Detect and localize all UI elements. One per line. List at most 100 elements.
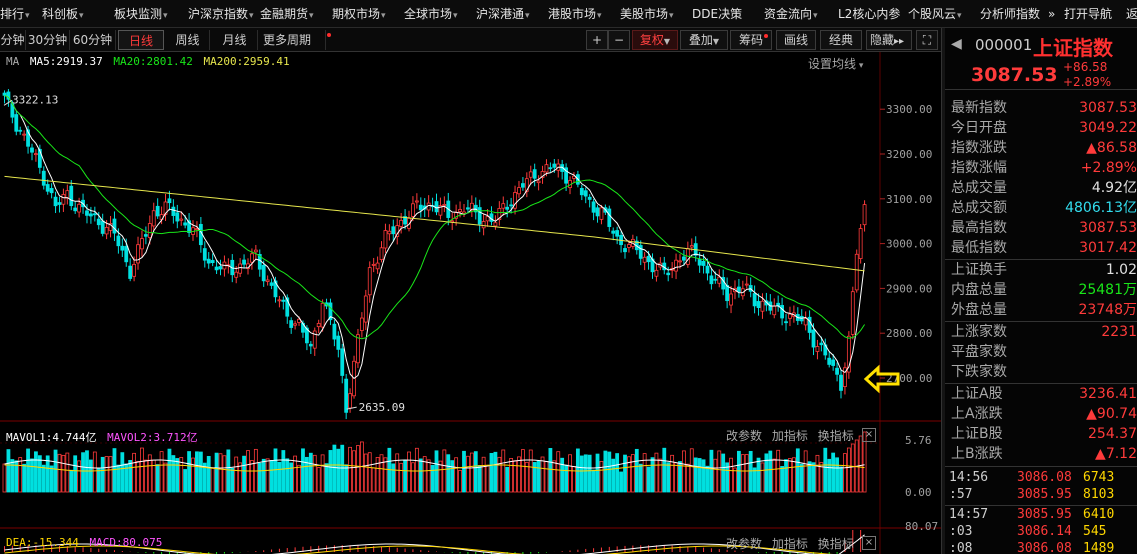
macd-close-icon[interactable]: × bbox=[862, 536, 876, 550]
stat-row: 今日开盘 3049.22 bbox=[945, 118, 1137, 138]
candle-body bbox=[14, 114, 19, 132]
price-tick-label: 3100.00 bbox=[886, 193, 932, 206]
nav-item-2[interactable]: 板块监测▾ bbox=[112, 0, 168, 27]
chevron-down-icon: ▼ bbox=[712, 37, 720, 46]
vol-change-params-button[interactable]: 改参数 bbox=[726, 429, 763, 443]
volume-bar bbox=[689, 448, 694, 493]
panel-splitter[interactable] bbox=[941, 28, 945, 554]
nav-item-12[interactable]: L2核心内参 bbox=[836, 0, 900, 27]
period-tab-30min[interactable]: 30分钟 bbox=[26, 30, 70, 50]
chevron-down-icon: ▾ bbox=[525, 11, 530, 21]
candle-body bbox=[85, 210, 89, 216]
nav-item-label: 分析师指数 bbox=[980, 7, 1041, 21]
chevron-down-icon: ▾ bbox=[25, 11, 30, 21]
volume-bar bbox=[658, 458, 663, 493]
zoom-in-button[interactable]: + bbox=[586, 30, 608, 50]
candle-body bbox=[277, 299, 282, 302]
kline-chart-area[interactable]: 2700.002800.002900.003000.003100.003200.… bbox=[0, 52, 942, 554]
stats-separator bbox=[945, 259, 1137, 260]
volume-bar bbox=[10, 459, 15, 493]
volume-bar bbox=[799, 463, 804, 493]
overlay-button[interactable]: 叠加▼ bbox=[680, 30, 728, 50]
period-tab-daily[interactable]: 日线 bbox=[118, 30, 164, 50]
candle-body bbox=[481, 221, 486, 229]
nav-item-8[interactable]: 港股市场▾ bbox=[546, 0, 602, 27]
nav-item-5[interactable]: 期权市场▾ bbox=[330, 0, 386, 27]
fullscreen-icon[interactable]: ⛶ bbox=[916, 30, 938, 50]
vol-add-indicator-button[interactable]: 加指标 bbox=[771, 429, 808, 443]
stat-value: 1.02 bbox=[1105, 262, 1137, 278]
tick-time: :08 bbox=[949, 541, 973, 554]
stat-label: 上涨家数 bbox=[951, 324, 1007, 340]
nav-item-14[interactable]: 分析师指数 bbox=[978, 0, 1041, 27]
chips-button[interactable]: 筹码 bbox=[730, 30, 772, 50]
macd-change-params-button[interactable]: 改参数 bbox=[726, 537, 763, 551]
nav-item-label: 打开导航 bbox=[1064, 7, 1113, 21]
stat-label: 内盘总量 bbox=[951, 282, 1007, 298]
ma-settings-button[interactable]: 设置均线 ▾ bbox=[808, 55, 863, 72]
candle-body bbox=[438, 205, 443, 216]
nav-item-13[interactable]: 个股风云▾ bbox=[906, 0, 962, 27]
period-tab-1min[interactable]: 分钟 bbox=[0, 30, 26, 50]
candle-body bbox=[348, 393, 353, 409]
high-label: 3322.13 bbox=[12, 93, 58, 106]
nav-item-16[interactable]: 打开导航 bbox=[1062, 0, 1113, 27]
nav-item-11[interactable]: 资金流向▾ bbox=[762, 0, 818, 27]
stat-row: 上涨家数 2231 bbox=[945, 322, 1137, 342]
nav-item-15[interactable]: » bbox=[1046, 0, 1055, 27]
period-tab-60min[interactable]: 60分钟 bbox=[70, 30, 116, 50]
candle-body bbox=[308, 343, 313, 347]
candle-body bbox=[623, 248, 627, 253]
low-pointer bbox=[346, 406, 357, 410]
macd-switch-indicator-button[interactable]: 换指标 bbox=[817, 537, 854, 551]
volume-bar bbox=[654, 452, 659, 493]
candle-body bbox=[595, 207, 600, 217]
nav-item-9[interactable]: 美股市场▾ bbox=[618, 0, 674, 27]
hide-button[interactable]: 隐藏▸▸ bbox=[866, 30, 912, 50]
volume-bar bbox=[505, 466, 510, 493]
period-tab-more[interactable]: 更多周期 bbox=[260, 30, 326, 50]
nav-item-1[interactable]: 科创板▾ bbox=[40, 0, 84, 27]
chevron-down-icon: ▼ bbox=[663, 37, 671, 46]
zoom-out-button[interactable]: − bbox=[608, 30, 630, 50]
ma-legend: MA MA5:2919.37 MA20:2801.42 MA200:2959.4… bbox=[6, 55, 290, 68]
period-tab-weekly[interactable]: 周线 bbox=[166, 30, 210, 50]
stat-row: 平盘家数 bbox=[945, 342, 1137, 362]
collapse-left-icon[interactable]: ◀ bbox=[951, 36, 962, 52]
volume-bar bbox=[65, 452, 70, 493]
volume-bar bbox=[450, 460, 455, 493]
period-tab-monthly[interactable]: 月线 bbox=[212, 30, 258, 50]
candle-body bbox=[108, 223, 113, 231]
vol-close-icon[interactable]: × bbox=[862, 428, 876, 442]
fuquan-button[interactable]: 复权▼ bbox=[632, 30, 678, 50]
volume-bar bbox=[316, 467, 321, 493]
volume-bar bbox=[446, 454, 451, 493]
macd-add-indicator-button[interactable]: 加指标 bbox=[771, 537, 808, 551]
candle-body bbox=[615, 230, 620, 237]
candle-body bbox=[638, 245, 643, 259]
volume-bar bbox=[603, 450, 608, 493]
candle-body bbox=[552, 163, 557, 168]
nav-item-4[interactable]: 金融期货▾ bbox=[258, 0, 314, 27]
tick-row: :57 3085.95 8103 bbox=[945, 487, 1137, 503]
stat-label: 外盘总量 bbox=[951, 302, 1007, 318]
vol-switch-indicator-button[interactable]: 换指标 bbox=[817, 429, 854, 443]
candle-body bbox=[485, 216, 490, 222]
macd-tick-label: 80.07 bbox=[905, 520, 938, 533]
volume-bar bbox=[791, 457, 796, 493]
nav-item-3[interactable]: 沪深京指数▾ bbox=[186, 0, 254, 27]
volume-bar bbox=[2, 463, 7, 493]
volume-bar bbox=[332, 444, 337, 493]
nav-item-10[interactable]: DDE决策 bbox=[690, 0, 742, 27]
nav-item-6[interactable]: 全球市场▾ bbox=[402, 0, 458, 27]
tick-time: 14:57 bbox=[949, 507, 989, 522]
candle-body bbox=[187, 220, 191, 233]
nav-item-0[interactable]: 排行▾ bbox=[0, 0, 30, 27]
classic-button[interactable]: 经典 bbox=[820, 30, 862, 50]
volume-bar bbox=[411, 462, 415, 493]
draw-line-button[interactable]: 画线 bbox=[776, 30, 816, 50]
nav-item-17[interactable]: 返 bbox=[1124, 0, 1137, 27]
nav-item-7[interactable]: 沪深港通▾ bbox=[474, 0, 530, 27]
candle-body bbox=[540, 171, 545, 178]
stat-label: 最新指数 bbox=[951, 100, 1007, 116]
